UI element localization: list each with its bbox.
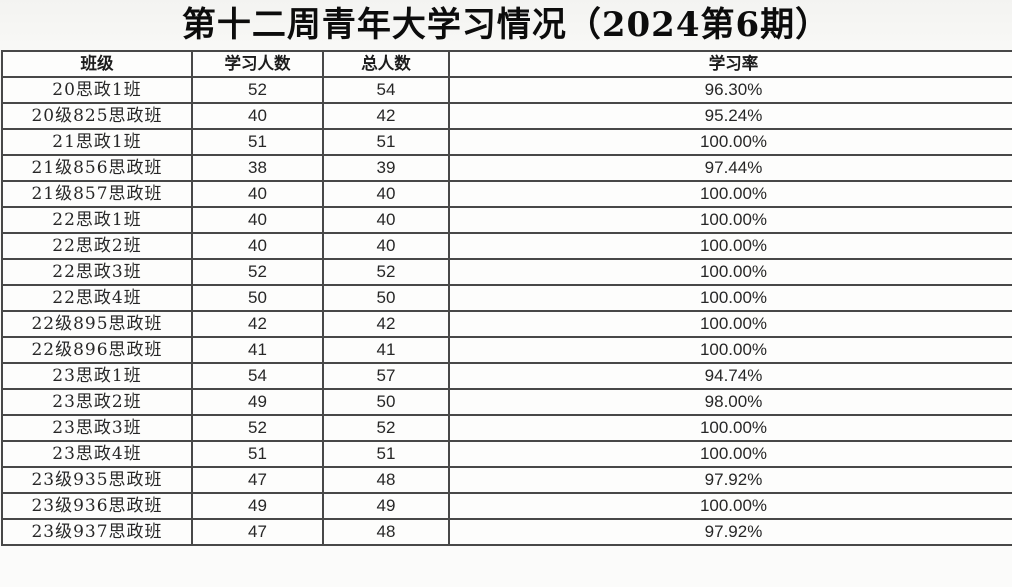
column-header-rate: 学习率: [448, 50, 1012, 78]
cell-learners: 42: [191, 310, 324, 338]
cell-total: 50: [322, 388, 450, 416]
cell-class: 22思政4班: [1, 284, 193, 312]
table-row: 23思政3班 52 52 100.00%: [1, 414, 1012, 442]
cell-learners: 38: [191, 154, 324, 182]
cell-total: 52: [322, 414, 450, 442]
table-row: 20级825思政班 40 42 95.24%: [1, 102, 1012, 130]
table-row: 20思政1班 52 54 96.30%: [1, 76, 1012, 104]
cell-total: 51: [322, 128, 450, 156]
cell-class: 21思政1班: [1, 128, 193, 156]
table-row: 22级895思政班 42 42 100.00%: [1, 310, 1012, 338]
cell-learners: 40: [191, 102, 324, 130]
column-header-class: 班级: [1, 50, 193, 78]
cell-learners: 49: [191, 492, 324, 520]
cell-learners: 47: [191, 518, 324, 546]
cell-total: 54: [322, 76, 450, 104]
cell-total: 51: [322, 440, 450, 468]
cell-class: 20思政1班: [1, 76, 193, 104]
table-row: 23级936思政班 49 49 100.00%: [1, 492, 1012, 520]
cell-class: 22思政1班: [1, 206, 193, 234]
cell-learners: 51: [191, 440, 324, 468]
cell-rate: 100.00%: [448, 284, 1012, 312]
cell-rate: 100.00%: [448, 492, 1012, 520]
table-row: 22思政1班 40 40 100.00%: [1, 206, 1012, 234]
cell-learners: 47: [191, 466, 324, 494]
table-row: 22思政4班 50 50 100.00%: [1, 284, 1012, 312]
cell-class: 22思政2班: [1, 232, 193, 260]
table-row: 23思政1班 54 57 94.74%: [1, 362, 1012, 390]
cell-total: 42: [322, 102, 450, 130]
cell-rate: 98.00%: [448, 388, 1012, 416]
cell-learners: 40: [191, 180, 324, 208]
table-row: 21级857思政班 40 40 100.00%: [1, 180, 1012, 208]
cell-rate: 100.00%: [448, 206, 1012, 234]
table-row: 23思政2班 49 50 98.00%: [1, 388, 1012, 416]
cell-rate: 100.00%: [448, 310, 1012, 338]
cell-class: 21级856思政班: [1, 154, 193, 182]
cell-total: 41: [322, 336, 450, 364]
cell-learners: 52: [191, 258, 324, 286]
learning-status-table: 班级 学习人数 总人数 学习率 20思政1班 52 54 96.30% 20级825思政…: [1, 50, 1012, 546]
table-row: 22级896思政班 41 41 100.00%: [1, 336, 1012, 364]
cell-learners: 52: [191, 76, 324, 104]
cell-class: 23思政4班: [1, 440, 193, 468]
cell-class: 22级895思政班: [1, 310, 193, 338]
table-row: 23级937思政班 47 48 97.92%: [1, 518, 1012, 546]
cell-class: 20级825思政班: [1, 102, 193, 130]
table-row: 22思政2班 40 40 100.00%: [1, 232, 1012, 260]
cell-class: 23思政2班: [1, 388, 193, 416]
cell-rate: 94.74%: [448, 362, 1012, 390]
cell-class: 23级937思政班: [1, 518, 193, 546]
cell-total: 40: [322, 206, 450, 234]
cell-total: 42: [322, 310, 450, 338]
table-row: 22思政3班 52 52 100.00%: [1, 258, 1012, 286]
cell-total: 50: [322, 284, 450, 312]
column-header-total: 总人数: [322, 50, 450, 78]
table-row: 23级935思政班 47 48 97.92%: [1, 466, 1012, 494]
cell-learners: 51: [191, 128, 324, 156]
cell-total: 48: [322, 466, 450, 494]
cell-total: 40: [322, 232, 450, 260]
table-row: 21思政1班 51 51 100.00%: [1, 128, 1012, 156]
cell-learners: 49: [191, 388, 324, 416]
cell-rate: 100.00%: [448, 414, 1012, 442]
column-header-learners: 学习人数: [191, 50, 324, 78]
cell-rate: 100.00%: [448, 336, 1012, 364]
cell-total: 48: [322, 518, 450, 546]
cell-rate: 97.92%: [448, 518, 1012, 546]
cell-total: 57: [322, 362, 450, 390]
cell-rate: 96.30%: [448, 76, 1012, 104]
cell-rate: 100.00%: [448, 232, 1012, 260]
cell-learners: 54: [191, 362, 324, 390]
cell-total: 52: [322, 258, 450, 286]
cell-rate: 100.00%: [448, 128, 1012, 156]
table-row: 21级856思政班 38 39 97.44%: [1, 154, 1012, 182]
cell-class: 23思政3班: [1, 414, 193, 442]
table-body: 20思政1班 52 54 96.30% 20级825思政班 40 42 95.24% 21思政1…: [1, 76, 1012, 546]
cell-total: 40: [322, 180, 450, 208]
cell-class: 21级857思政班: [1, 180, 193, 208]
cell-learners: 41: [191, 336, 324, 364]
cell-rate: 100.00%: [448, 180, 1012, 208]
cell-total: 39: [322, 154, 450, 182]
cell-rate: 100.00%: [448, 440, 1012, 468]
cell-rate: 95.24%: [448, 102, 1012, 130]
cell-learners: 40: [191, 232, 324, 260]
cell-class: 23级936思政班: [1, 492, 193, 520]
cell-rate: 97.92%: [448, 466, 1012, 494]
page-title: 第十二周青年大学习情况（2024第6期）: [181, 5, 831, 45]
table-header-row: 班级 学习人数 总人数 学习率: [1, 50, 1012, 78]
cell-rate: 97.44%: [448, 154, 1012, 182]
cell-learners: 40: [191, 206, 324, 234]
cell-learners: 50: [191, 284, 324, 312]
cell-learners: 52: [191, 414, 324, 442]
table-row: 23思政4班 51 51 100.00%: [1, 440, 1012, 468]
cell-class: 23级935思政班: [1, 466, 193, 494]
cell-class: 23思政1班: [1, 362, 193, 390]
cell-rate: 100.00%: [448, 258, 1012, 286]
cell-class: 22思政3班: [1, 258, 193, 286]
cell-total: 49: [322, 492, 450, 520]
cell-class: 22级896思政班: [1, 336, 193, 364]
